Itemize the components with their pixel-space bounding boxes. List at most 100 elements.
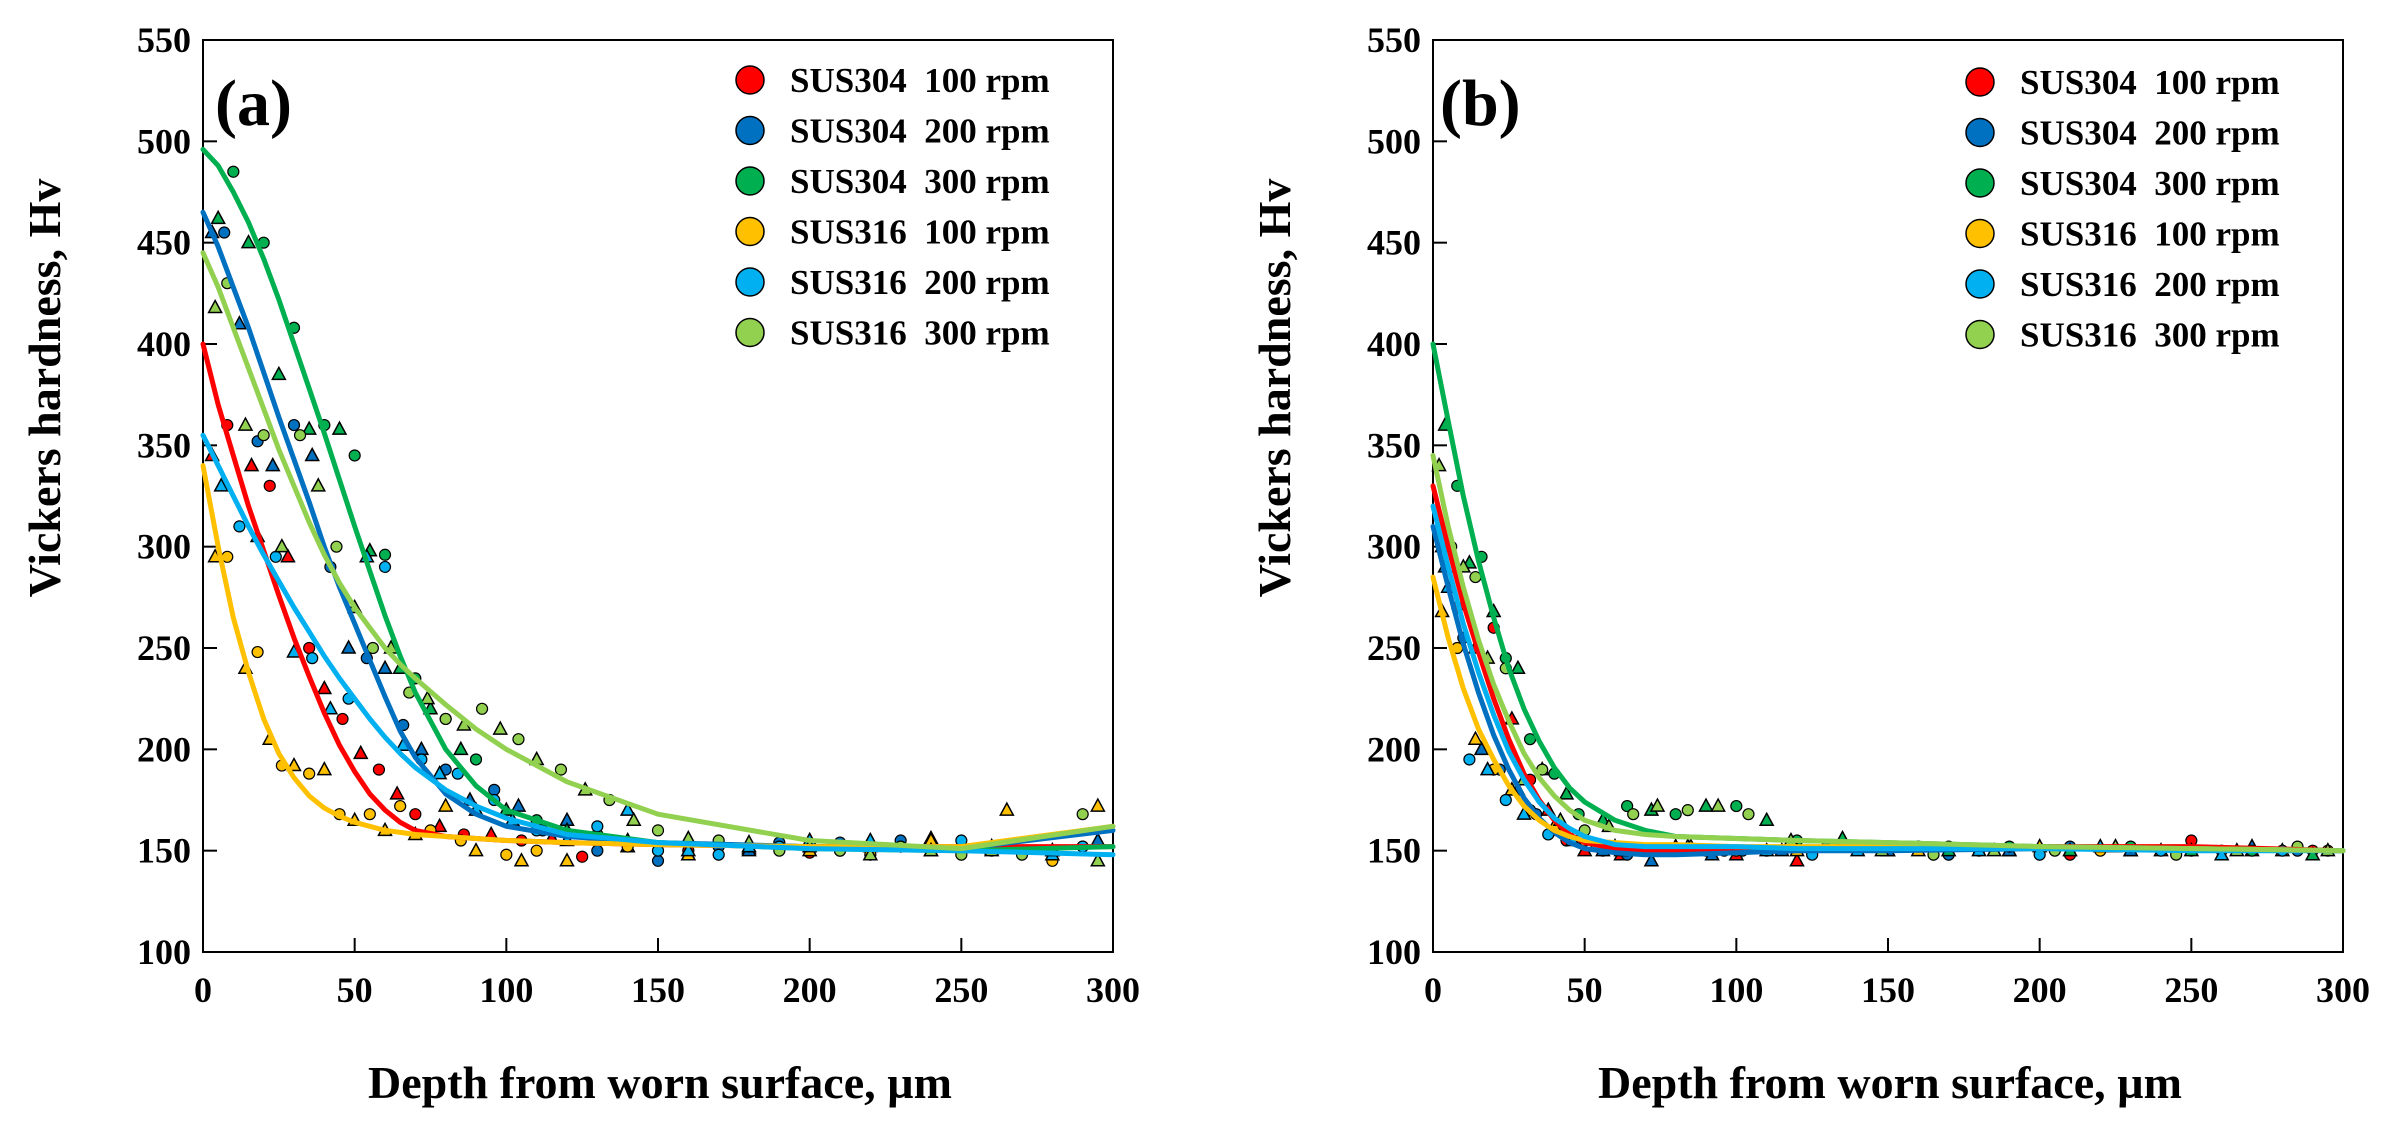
legend-marker bbox=[1965, 117, 1995, 148]
data-point bbox=[1681, 804, 1694, 817]
fit-line bbox=[1430, 453, 2346, 854]
data-point bbox=[322, 700, 339, 715]
data-point bbox=[269, 550, 282, 563]
data-point bbox=[2304, 846, 2321, 861]
data-point bbox=[293, 429, 307, 442]
legend-marker bbox=[735, 115, 765, 146]
x-tick-label: 200 bbox=[2013, 970, 2067, 1010]
data-point bbox=[1463, 753, 1476, 766]
x-axis-label-b: Depth from worn surface, µm bbox=[1598, 1057, 2182, 1108]
y-tick-label: 150 bbox=[137, 831, 191, 871]
fit-line bbox=[200, 432, 1116, 858]
data-point bbox=[468, 842, 484, 857]
data-point bbox=[257, 429, 270, 442]
x-tick-label: 0 bbox=[1424, 970, 1442, 1010]
y-tick-label: 400 bbox=[137, 324, 191, 364]
data-point bbox=[1516, 805, 1532, 820]
legend-label: SUS316 100 rpm bbox=[790, 213, 1050, 252]
data-point bbox=[1090, 831, 1106, 847]
data-point bbox=[274, 538, 290, 553]
legend-marker bbox=[1965, 218, 1995, 249]
legend-label: SUS304 300 rpm bbox=[2020, 164, 2280, 203]
data-point bbox=[437, 797, 454, 812]
data-point bbox=[512, 733, 525, 746]
data-point bbox=[510, 797, 527, 812]
data-point bbox=[363, 808, 376, 821]
data-point bbox=[591, 844, 604, 857]
legend-label: SUS316 200 rpm bbox=[2020, 265, 2280, 304]
panel-a: (a) Vickers hardness, Hv Depth from worn… bbox=[19, 20, 1140, 1108]
data-point bbox=[554, 763, 568, 776]
data-point bbox=[488, 783, 501, 796]
data-point bbox=[378, 548, 392, 561]
fit-line bbox=[1430, 341, 2346, 854]
y-tick-label: 500 bbox=[137, 121, 191, 161]
data-point bbox=[227, 165, 240, 178]
data-point bbox=[303, 641, 316, 655]
y-tick-label: 550 bbox=[137, 20, 191, 60]
data-point bbox=[591, 820, 604, 833]
x-tick-label: 150 bbox=[631, 970, 685, 1010]
legend-label: SUS304 100 rpm bbox=[2020, 63, 2280, 102]
legend-marker bbox=[735, 317, 765, 348]
legend-label: SUS316 200 rpm bbox=[790, 263, 1050, 302]
data-point bbox=[340, 639, 357, 654]
data-point bbox=[271, 365, 287, 381]
data-point bbox=[862, 846, 879, 861]
data-point bbox=[218, 226, 231, 239]
data-point bbox=[1698, 797, 1714, 812]
data-point bbox=[1643, 852, 1660, 867]
legend-marker bbox=[735, 166, 765, 196]
x-tick-label: 150 bbox=[1861, 970, 1915, 1010]
y-tick-label: 300 bbox=[1367, 527, 1421, 567]
panel-label-b: (b) bbox=[1440, 67, 1521, 140]
data-point bbox=[251, 645, 264, 659]
data-point bbox=[492, 720, 509, 735]
panel-label-a: (a) bbox=[215, 67, 292, 140]
y-tick-label: 100 bbox=[137, 932, 191, 972]
data-point bbox=[513, 852, 530, 867]
legend-label: SUS316 100 rpm bbox=[2020, 215, 2280, 254]
data-point bbox=[233, 520, 246, 533]
y-tick-label: 150 bbox=[1367, 831, 1421, 871]
data-point bbox=[419, 690, 436, 705]
panel-b: (b) Vickers hardness, Hv Depth from worn… bbox=[1249, 20, 2370, 1108]
legend-label: SUS316 300 rpm bbox=[790, 314, 1050, 353]
data-point bbox=[1742, 808, 1755, 821]
data-point bbox=[263, 479, 276, 492]
data-point bbox=[469, 753, 483, 766]
x-tick-label: 100 bbox=[1709, 970, 1763, 1010]
legend-marker bbox=[1965, 319, 1995, 350]
data-point bbox=[1499, 793, 1512, 807]
data-point bbox=[999, 801, 1015, 816]
data-point bbox=[352, 744, 369, 760]
x-tick-label: 300 bbox=[1086, 970, 1140, 1010]
data-point bbox=[712, 848, 725, 861]
legend-label: SUS304 100 rpm bbox=[790, 61, 1050, 100]
data-point bbox=[304, 446, 320, 462]
data-point bbox=[286, 756, 302, 772]
data-point bbox=[243, 457, 260, 472]
y-tick-label: 500 bbox=[1367, 121, 1421, 161]
x-tick-label: 250 bbox=[2164, 970, 2218, 1010]
data-point bbox=[330, 540, 343, 553]
data-point bbox=[1473, 740, 1490, 756]
data-point bbox=[331, 420, 348, 435]
y-tick-label: 300 bbox=[137, 527, 191, 567]
fit-line bbox=[200, 463, 1116, 850]
y-tick-label: 350 bbox=[1367, 425, 1421, 465]
data-point bbox=[1669, 808, 1682, 821]
y-tick-label: 550 bbox=[1367, 20, 1421, 60]
x-tick-label: 100 bbox=[479, 970, 533, 1010]
data-point bbox=[210, 209, 226, 225]
data-point bbox=[231, 315, 248, 330]
data-point bbox=[1621, 799, 1634, 813]
data-point bbox=[1090, 797, 1106, 812]
y-axis-label-b: Vickers hardness, Hv bbox=[1249, 179, 1300, 598]
data-point bbox=[280, 548, 296, 563]
legend-marker bbox=[735, 267, 765, 297]
data-point bbox=[1510, 659, 1526, 675]
data-point bbox=[625, 811, 642, 827]
fit-line bbox=[1430, 523, 2346, 858]
